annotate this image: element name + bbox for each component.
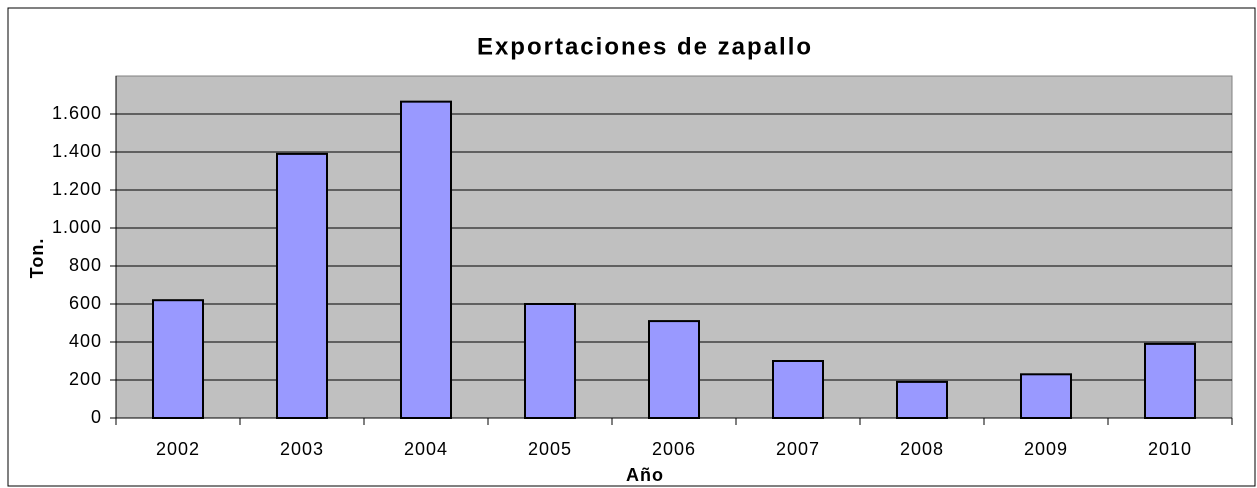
chart-title: Exportaciones de zapallo xyxy=(477,33,813,60)
bar xyxy=(648,320,700,420)
x-tick-label: 2007 xyxy=(776,439,820,459)
y-tick-label: 1.000 xyxy=(52,217,102,237)
bar xyxy=(524,303,576,419)
y-tick-label: 600 xyxy=(69,293,102,313)
y-tick-label: 200 xyxy=(69,369,102,389)
x-tick-label: 2006 xyxy=(652,439,696,459)
y-tick-label: 400 xyxy=(69,331,102,351)
x-axis-label: Año xyxy=(626,465,664,485)
bar xyxy=(1020,373,1072,419)
bar xyxy=(276,152,328,419)
x-tick-label: 2002 xyxy=(156,439,200,459)
x-tick-label: 2005 xyxy=(528,439,572,459)
y-axis-label: Ton. xyxy=(27,238,47,279)
bar xyxy=(896,380,948,419)
x-tick-label: 2004 xyxy=(404,439,448,459)
x-tick-label: 2010 xyxy=(1148,439,1192,459)
y-tick-label: 800 xyxy=(69,255,102,275)
bar xyxy=(772,360,824,419)
bar xyxy=(1144,342,1196,419)
y-tick-label: 0 xyxy=(91,407,102,427)
y-tick-label: 1.600 xyxy=(52,103,102,123)
y-tick-label: 1.200 xyxy=(52,179,102,199)
x-tick-label: 2009 xyxy=(1024,439,1068,459)
y-tick-label: 1.400 xyxy=(52,141,102,161)
x-tick-label: 2003 xyxy=(280,439,324,459)
x-tick-label: 2008 xyxy=(900,439,944,459)
bar xyxy=(152,299,204,420)
bar xyxy=(400,100,452,420)
